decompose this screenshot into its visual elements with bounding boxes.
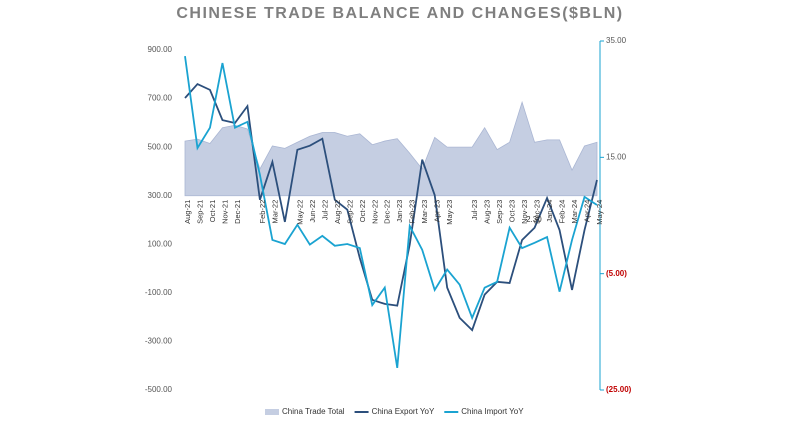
- legend-label: China Trade Total: [282, 407, 345, 416]
- x-tick-label: May-24: [595, 200, 604, 225]
- x-tick-label: Mar-23: [420, 200, 429, 224]
- y-tick-label: 900.00: [148, 45, 173, 54]
- x-tick-label: Nov-21: [220, 200, 229, 224]
- x-tick-label: Jun-22: [308, 200, 317, 223]
- y-tick-label: 700.00: [148, 94, 173, 103]
- y-tick-label: 300.00: [148, 191, 173, 200]
- line: [184, 82, 598, 332]
- y-tick-label: -100.00: [145, 288, 173, 297]
- x-tick-label: Nov-23: [520, 200, 529, 224]
- line: [184, 56, 598, 369]
- x-tick-label: Aug-21: [183, 200, 192, 224]
- legend-label: China Import YoY: [461, 407, 524, 416]
- x-tick-label: Mar-22: [270, 200, 279, 224]
- x-tick-label: Oct-22: [358, 200, 367, 223]
- y-tick-label: -500.00: [145, 385, 173, 394]
- y2-tick-label: (5.00): [606, 269, 627, 278]
- x-tick-label: Aug-22: [333, 200, 342, 224]
- x-tick-label: Apr-24: [582, 200, 591, 223]
- x-tick-label: Dec-22: [383, 200, 392, 224]
- x-tick-label: Oct-21: [208, 200, 217, 223]
- x-tick-label: Oct-23: [508, 200, 517, 223]
- x-tick-label: Sep-23: [495, 200, 504, 224]
- x-tick-label: Jan-23: [395, 200, 404, 223]
- y-tick-label: 500.00: [148, 142, 173, 151]
- x-tick-label: May-22: [295, 200, 304, 225]
- y2-tick-label: (25.00): [606, 385, 632, 394]
- y2-tick-label: 15.00: [606, 152, 627, 161]
- x-tick-label: Dec-21: [233, 200, 242, 224]
- x-tick-label: May-23: [445, 200, 454, 225]
- chart-title: CHINESE TRADE BALANCE AND CHANGES($BLN): [176, 5, 623, 22]
- x-tick-label: Sep-21: [195, 200, 204, 224]
- x-tick-label: Apr-23: [433, 200, 442, 223]
- x-tick-label: Jan-24: [545, 200, 554, 223]
- x-tick-label: Nov-22: [370, 200, 379, 224]
- x-tick-label: Dec-23: [533, 200, 542, 224]
- legend-swatch: [265, 409, 279, 415]
- x-tick-label: Feb-24: [558, 200, 567, 224]
- x-tick-label: Feb-23: [408, 200, 417, 224]
- x-tick-label: Aug-23: [483, 200, 492, 224]
- x-tick-label: Feb-22: [258, 200, 267, 224]
- y-tick-label: -300.00: [145, 337, 173, 346]
- annotation: 2.30: [526, 215, 542, 224]
- x-tick-label: Mar-24: [570, 200, 579, 224]
- x-tick-label: Jul-22: [320, 200, 329, 220]
- y2-tick-label: 35.00: [606, 36, 627, 45]
- legend-label: China Export YoY: [372, 407, 435, 416]
- y-tick-label: 100.00: [148, 239, 173, 248]
- area: [184, 100, 598, 197]
- x-tick-label: Sep-22: [345, 200, 354, 224]
- x-tick-label: Jul-23: [470, 200, 479, 220]
